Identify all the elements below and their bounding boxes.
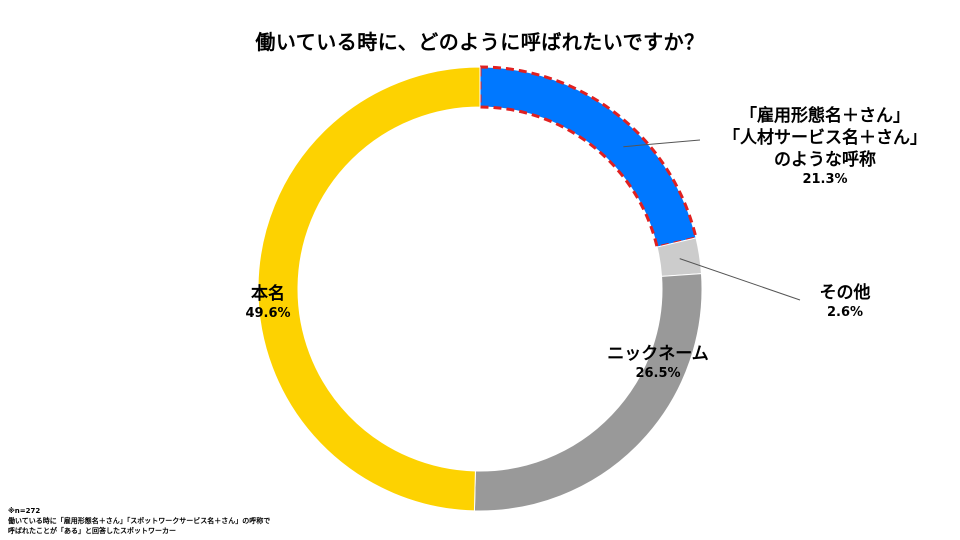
footnote-sample-size: ※n=272 [8, 507, 41, 515]
slice-label-koyo: 「雇用形態名＋さん」 「人材サービス名＋さん」 のような呼称 21.3% [690, 105, 960, 189]
footnote-line-2: 呼ばれたことが「ある」と回答したスポットワーカー [8, 527, 176, 535]
slice-value-nickname: 26.5% [635, 366, 681, 381]
slice-nickname [473, 273, 703, 512]
slice-label-koyo-line2: 「人材サービス名＋さん」 [723, 128, 927, 148]
slice-honmyo [257, 66, 481, 512]
slice-label-koyo-line1: 「雇用形態名＋さん」 [740, 106, 910, 126]
slice-label-honmyo: 本名 49.6% [228, 283, 308, 323]
slice-highlight-outline [478, 65, 698, 249]
slice-label-honmyo-name: 本名 [251, 284, 285, 304]
slice-value-honmyo: 49.6% [245, 306, 291, 321]
slice-label-nickname: ニックネーム 26.5% [588, 343, 728, 383]
slice-koyo [479, 66, 697, 248]
slice-value-koyo: 21.3% [802, 172, 848, 187]
slice-label-nickname-name: ニックネーム [607, 344, 709, 364]
leader-line-other [679, 258, 801, 301]
slice-label-other: その他 2.6% [800, 282, 890, 322]
slice-value-other: 2.6% [826, 305, 864, 320]
slice-label-koyo-line3: のような呼称 [774, 150, 876, 170]
footnote-line-1: 働いている時に「雇用形態名＋さん」「スポットワークサービス名＋さん」の呼称で [8, 517, 271, 525]
leader-line-koyo [623, 139, 701, 148]
slice-label-other-name: その他 [819, 283, 871, 303]
chart-title: 働いている時に、どのように呼ばれたいですか？ [255, 30, 705, 54]
footnote: ※n=272 働いている時に「雇用形態名＋さん」「スポットワークサービス名＋さん… [8, 506, 270, 536]
